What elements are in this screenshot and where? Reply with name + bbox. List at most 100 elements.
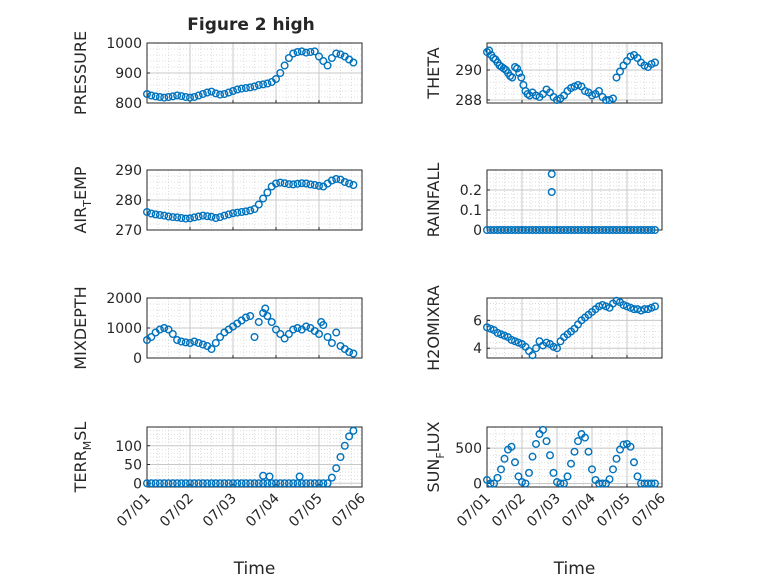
data-point-4-46	[332, 328, 341, 337]
ytick-label-5-0: 4	[473, 341, 482, 357]
xtick-label-6-1: 07/02	[157, 491, 197, 531]
data-point-6-8	[177, 479, 186, 488]
data-point-7-35	[605, 475, 614, 484]
data-point-4-13	[198, 340, 207, 349]
data-point-6-33	[284, 479, 293, 488]
ylabel-2: AIRTEMP	[71, 166, 94, 233]
ytick-label-4-0: 0	[133, 351, 142, 367]
ytick-label-5-1: 6	[473, 313, 482, 329]
data-point-6-19	[224, 479, 233, 488]
data-point-4-5	[164, 325, 173, 334]
data-point-1-45	[612, 73, 621, 82]
data-point-6-4	[160, 479, 169, 488]
data-point-7-21	[556, 479, 565, 488]
data-point-6-24	[246, 479, 255, 488]
data-point-0-13	[198, 89, 207, 98]
data-point-6-39	[310, 479, 319, 488]
data-point-2-14	[203, 212, 212, 221]
data-point-7-48	[651, 479, 660, 488]
ytick-label-1-1: 290	[455, 63, 482, 79]
data-point-0-41	[319, 57, 328, 66]
data-point-6-28	[263, 479, 272, 488]
panel-2: 270 280 290 AIRTEMP	[71, 163, 363, 239]
data-point-2-48	[349, 180, 358, 189]
data-point-2-27	[259, 194, 268, 203]
data-point-6-38	[306, 479, 315, 488]
data-point-0-28	[263, 79, 272, 88]
data-point-2-28	[263, 188, 272, 197]
data-point-5-14	[532, 344, 541, 353]
data-point-6-44	[332, 464, 341, 473]
data-point-2-44	[332, 174, 341, 183]
data-point-0-36	[297, 47, 306, 56]
panel-3: 0 0.1 0.2 RAINFALL	[424, 163, 663, 239]
data-point-2-26	[254, 200, 263, 209]
ytick-label-3-2: 0.2	[460, 183, 482, 199]
data-point-2-45	[336, 175, 345, 184]
data-point-1-15	[515, 68, 524, 77]
data-point-4-17	[216, 333, 225, 342]
axes-frame-7	[486, 426, 663, 488]
data-point-4-24	[246, 312, 255, 321]
data-point-4-50	[349, 349, 358, 358]
data-point-4-31	[272, 325, 281, 334]
data-point-2-23	[241, 207, 250, 216]
data-point-6-6	[168, 479, 177, 488]
data-point-4-38	[302, 322, 311, 331]
data-point-7-8	[511, 458, 520, 467]
data-point-2-39	[310, 180, 319, 189]
data-point-0-12	[194, 91, 203, 100]
ytick-label-4-1: 1000	[106, 321, 142, 337]
data-point-6-32	[280, 479, 289, 488]
data-point-6-47	[345, 432, 354, 441]
panel-6: 0 50 100 TERRMSL 07/01 07/02 07/03 07/04 07/05 07…	[71, 422, 369, 579]
ylabel-0: PRESSURE	[71, 31, 90, 115]
data-point-7-14	[532, 439, 541, 448]
data-point-7-42	[630, 458, 639, 467]
data-point-6-36	[297, 479, 306, 488]
data-point-7-2	[490, 479, 499, 488]
data-point-6-17	[216, 479, 225, 488]
data-point-0-9	[181, 92, 190, 101]
data-point-6-50	[265, 472, 274, 481]
data-point-4-34	[284, 330, 293, 339]
data-point-2-17	[216, 213, 225, 222]
ylabel-6: TERRMSL	[71, 422, 94, 494]
data-point-4-23	[241, 313, 250, 322]
data-point-0-14	[203, 88, 212, 97]
data-point-7-24	[567, 459, 576, 468]
data-point-4-44	[323, 333, 332, 342]
data-point-0-39	[310, 47, 319, 56]
data-point-7-26	[574, 437, 583, 446]
panel-5: 4 6 H2OMIXRA	[424, 285, 663, 371]
xtick-label-7-0: 07/01	[454, 491, 494, 531]
data-point-4-29	[263, 312, 272, 321]
data-point-2-38	[306, 180, 315, 189]
data-point-4-41	[315, 330, 324, 339]
data-point-1-1	[485, 46, 494, 55]
data-point-2-22	[237, 207, 246, 216]
data-point-2-1	[147, 209, 156, 218]
data-point-7-17	[542, 437, 551, 446]
data-point-2-30	[272, 179, 281, 188]
data-point-0-11	[190, 92, 199, 101]
data-point-4-16	[211, 339, 220, 348]
data-point-6-42	[323, 479, 332, 488]
data-point-7-18	[546, 451, 555, 460]
data-point-2-5	[164, 212, 173, 221]
data-point-7-4	[497, 465, 506, 474]
data-point-7-13	[528, 452, 537, 461]
data-point-6-10	[185, 479, 194, 488]
ytick-label-0-0: 800	[115, 96, 142, 112]
data-point-7-29	[584, 447, 593, 456]
ytick-label-6-1: 50	[124, 458, 142, 474]
data-point-6-1	[147, 479, 156, 488]
data-point-6-26	[254, 479, 263, 488]
figure-title: Figure 2 high	[187, 15, 315, 35]
xtick-label-7-1: 07/02	[489, 491, 529, 531]
data-point-0-40	[315, 52, 324, 61]
axes-frame-1	[486, 42, 663, 104]
data-point-0-7	[173, 91, 182, 100]
data-point-1-44	[609, 94, 618, 103]
data-point-0-4	[160, 93, 169, 102]
